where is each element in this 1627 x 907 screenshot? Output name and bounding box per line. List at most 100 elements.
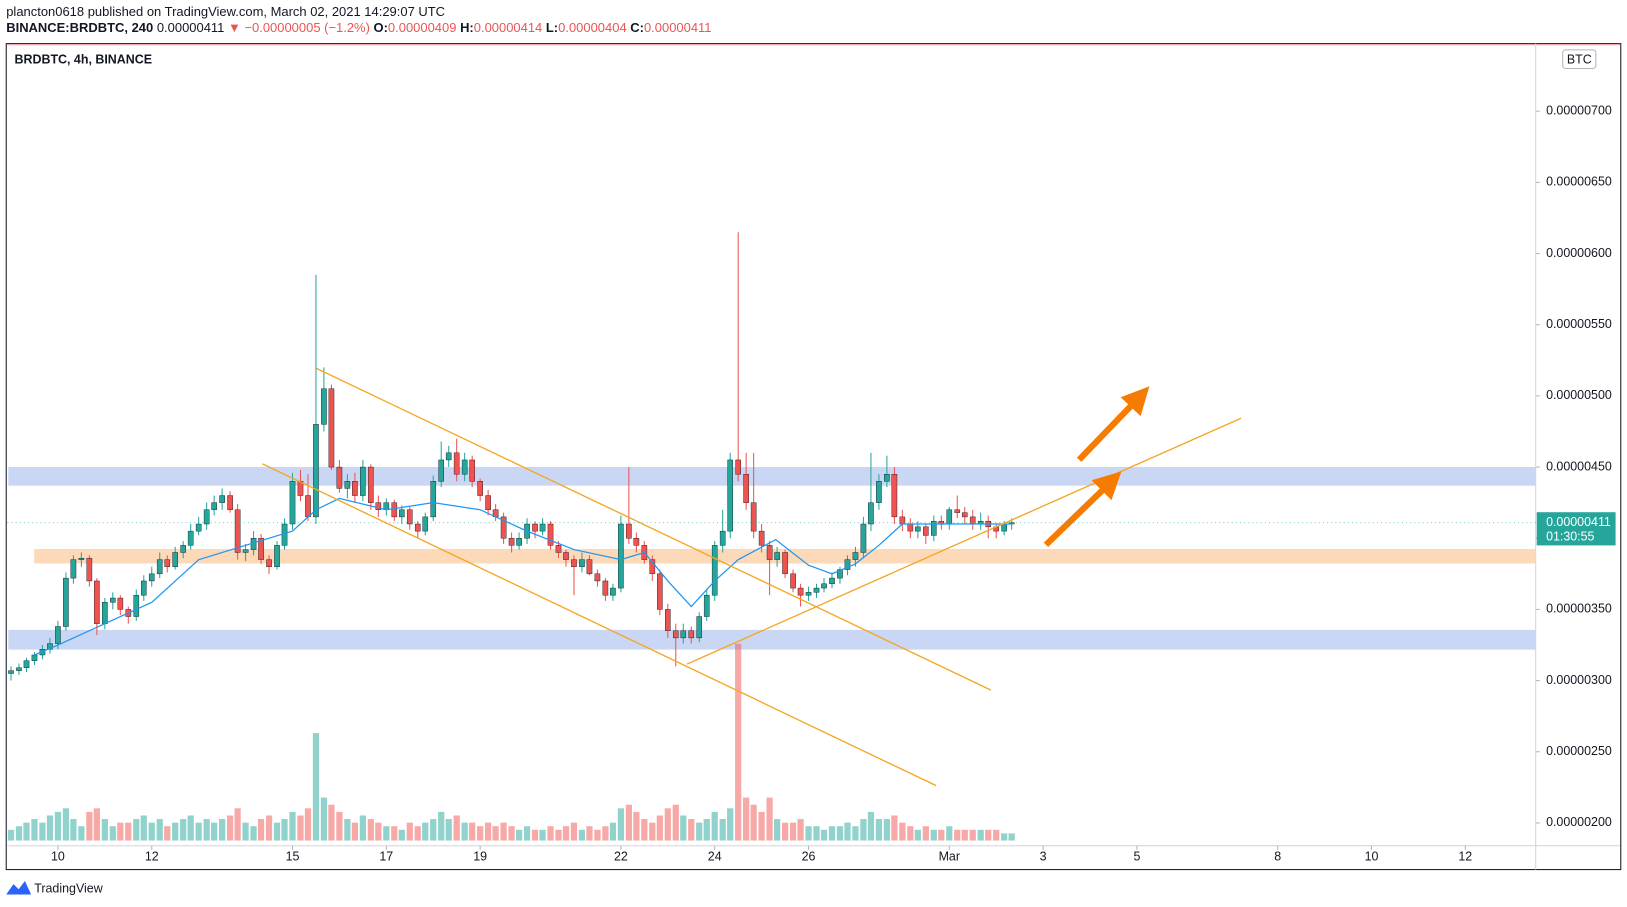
volume-bar bbox=[617, 808, 624, 841]
candle-body bbox=[680, 630, 687, 639]
volume-bar bbox=[844, 822, 851, 841]
candle-body bbox=[821, 583, 827, 589]
volume-bar bbox=[508, 826, 515, 841]
volume-bar bbox=[477, 826, 484, 841]
candle-body bbox=[758, 530, 765, 546]
candle-body bbox=[711, 545, 718, 596]
volume-bar bbox=[586, 826, 593, 841]
volume-bar bbox=[219, 819, 226, 841]
volume-bar bbox=[1008, 833, 1015, 841]
countdown: 01:30:55 bbox=[1546, 529, 1594, 543]
candle-body bbox=[766, 545, 773, 560]
candle-body bbox=[532, 523, 538, 532]
x-tick-label: 15 bbox=[286, 849, 300, 863]
volume-bar bbox=[140, 815, 147, 841]
l-label: L: bbox=[546, 21, 558, 36]
logo-text: TradingView bbox=[34, 882, 103, 896]
volume-bar bbox=[977, 829, 984, 841]
x-tick-label: 26 bbox=[802, 849, 816, 863]
candle-body bbox=[915, 526, 921, 532]
candle-body bbox=[485, 495, 491, 510]
last-price-label: 0.00000411 bbox=[1546, 515, 1611, 529]
last-price-box bbox=[1536, 512, 1616, 546]
arrow-shaft bbox=[1043, 486, 1107, 548]
candle-body bbox=[813, 587, 820, 593]
candle-body bbox=[876, 481, 882, 503]
volume-bar bbox=[813, 826, 820, 841]
chart-title: BRDBTC, 4h, BINANCE bbox=[15, 53, 153, 67]
volume-bar bbox=[562, 826, 570, 841]
volume-bar bbox=[781, 822, 789, 841]
candle-body bbox=[242, 549, 249, 553]
candle-body bbox=[1001, 523, 1007, 532]
l: 0.00000404 bbox=[558, 21, 627, 36]
volume-bar bbox=[954, 829, 961, 841]
y-tick-label: 0.00000600 bbox=[1546, 246, 1612, 260]
x-tick-label: 12 bbox=[145, 849, 159, 863]
candle-body bbox=[508, 538, 515, 546]
volume-bar bbox=[46, 815, 54, 841]
volume-bar bbox=[578, 829, 586, 841]
candle-body bbox=[610, 587, 616, 596]
candle-body bbox=[55, 626, 61, 644]
volume-bar bbox=[257, 819, 265, 841]
volume-bar bbox=[398, 829, 405, 841]
volume-bar bbox=[570, 822, 578, 841]
volume-bar bbox=[383, 826, 390, 841]
candle-body bbox=[31, 654, 38, 661]
candle-body bbox=[829, 577, 835, 585]
arrow-shaft bbox=[1076, 401, 1136, 462]
volume-bar bbox=[649, 822, 656, 841]
frame bbox=[5, 43, 1622, 871]
volume-bar bbox=[820, 829, 828, 841]
volume-bar bbox=[875, 819, 883, 841]
candle-body bbox=[563, 552, 569, 560]
volume-bar bbox=[743, 797, 750, 841]
candle-body bbox=[140, 580, 147, 596]
volume-bar bbox=[344, 819, 351, 841]
candle-body bbox=[211, 502, 217, 510]
volume-bar bbox=[265, 815, 273, 841]
candle-body bbox=[500, 516, 507, 539]
volume-bar bbox=[109, 826, 116, 841]
candle-body bbox=[203, 509, 210, 525]
x-tick-label: 10 bbox=[51, 849, 65, 863]
logo: TradingView bbox=[6, 881, 104, 896]
candle-body bbox=[148, 573, 155, 582]
volume-bar bbox=[946, 826, 953, 841]
candle-body bbox=[688, 630, 695, 639]
candle-body bbox=[782, 552, 788, 575]
volume-bar bbox=[430, 819, 437, 841]
candle-body bbox=[735, 459, 741, 475]
arrow-head bbox=[1120, 386, 1150, 417]
candle-body bbox=[837, 569, 843, 579]
volume-bar bbox=[312, 733, 320, 841]
volume-bar bbox=[773, 819, 781, 841]
candle-body bbox=[352, 481, 358, 496]
volume-bar bbox=[39, 822, 46, 841]
volume-bar bbox=[172, 822, 179, 841]
volume-bar bbox=[148, 822, 155, 841]
candle-body bbox=[586, 559, 593, 575]
candle-body bbox=[961, 512, 968, 518]
volume-bar bbox=[125, 822, 132, 841]
volume-bar bbox=[391, 826, 398, 841]
moving-average bbox=[34, 497, 1012, 656]
candle-body bbox=[860, 523, 867, 553]
volume-bar bbox=[696, 822, 703, 841]
volume-bar bbox=[351, 822, 359, 841]
volume-bar bbox=[304, 808, 312, 841]
volume-bar bbox=[54, 811, 62, 841]
candle-body bbox=[743, 473, 749, 503]
y-tick-label: 0.00000200 bbox=[1546, 815, 1612, 829]
candle-body bbox=[110, 597, 116, 603]
volume-bar bbox=[758, 811, 765, 841]
candle-body bbox=[727, 459, 733, 532]
candle-body bbox=[180, 545, 186, 553]
candle-body bbox=[852, 552, 859, 560]
volume-bar bbox=[78, 826, 85, 841]
x-tick-label: 3 bbox=[1040, 849, 1047, 863]
logo-icon bbox=[6, 881, 32, 895]
candle-body bbox=[336, 466, 343, 489]
volume-bar bbox=[969, 829, 976, 841]
